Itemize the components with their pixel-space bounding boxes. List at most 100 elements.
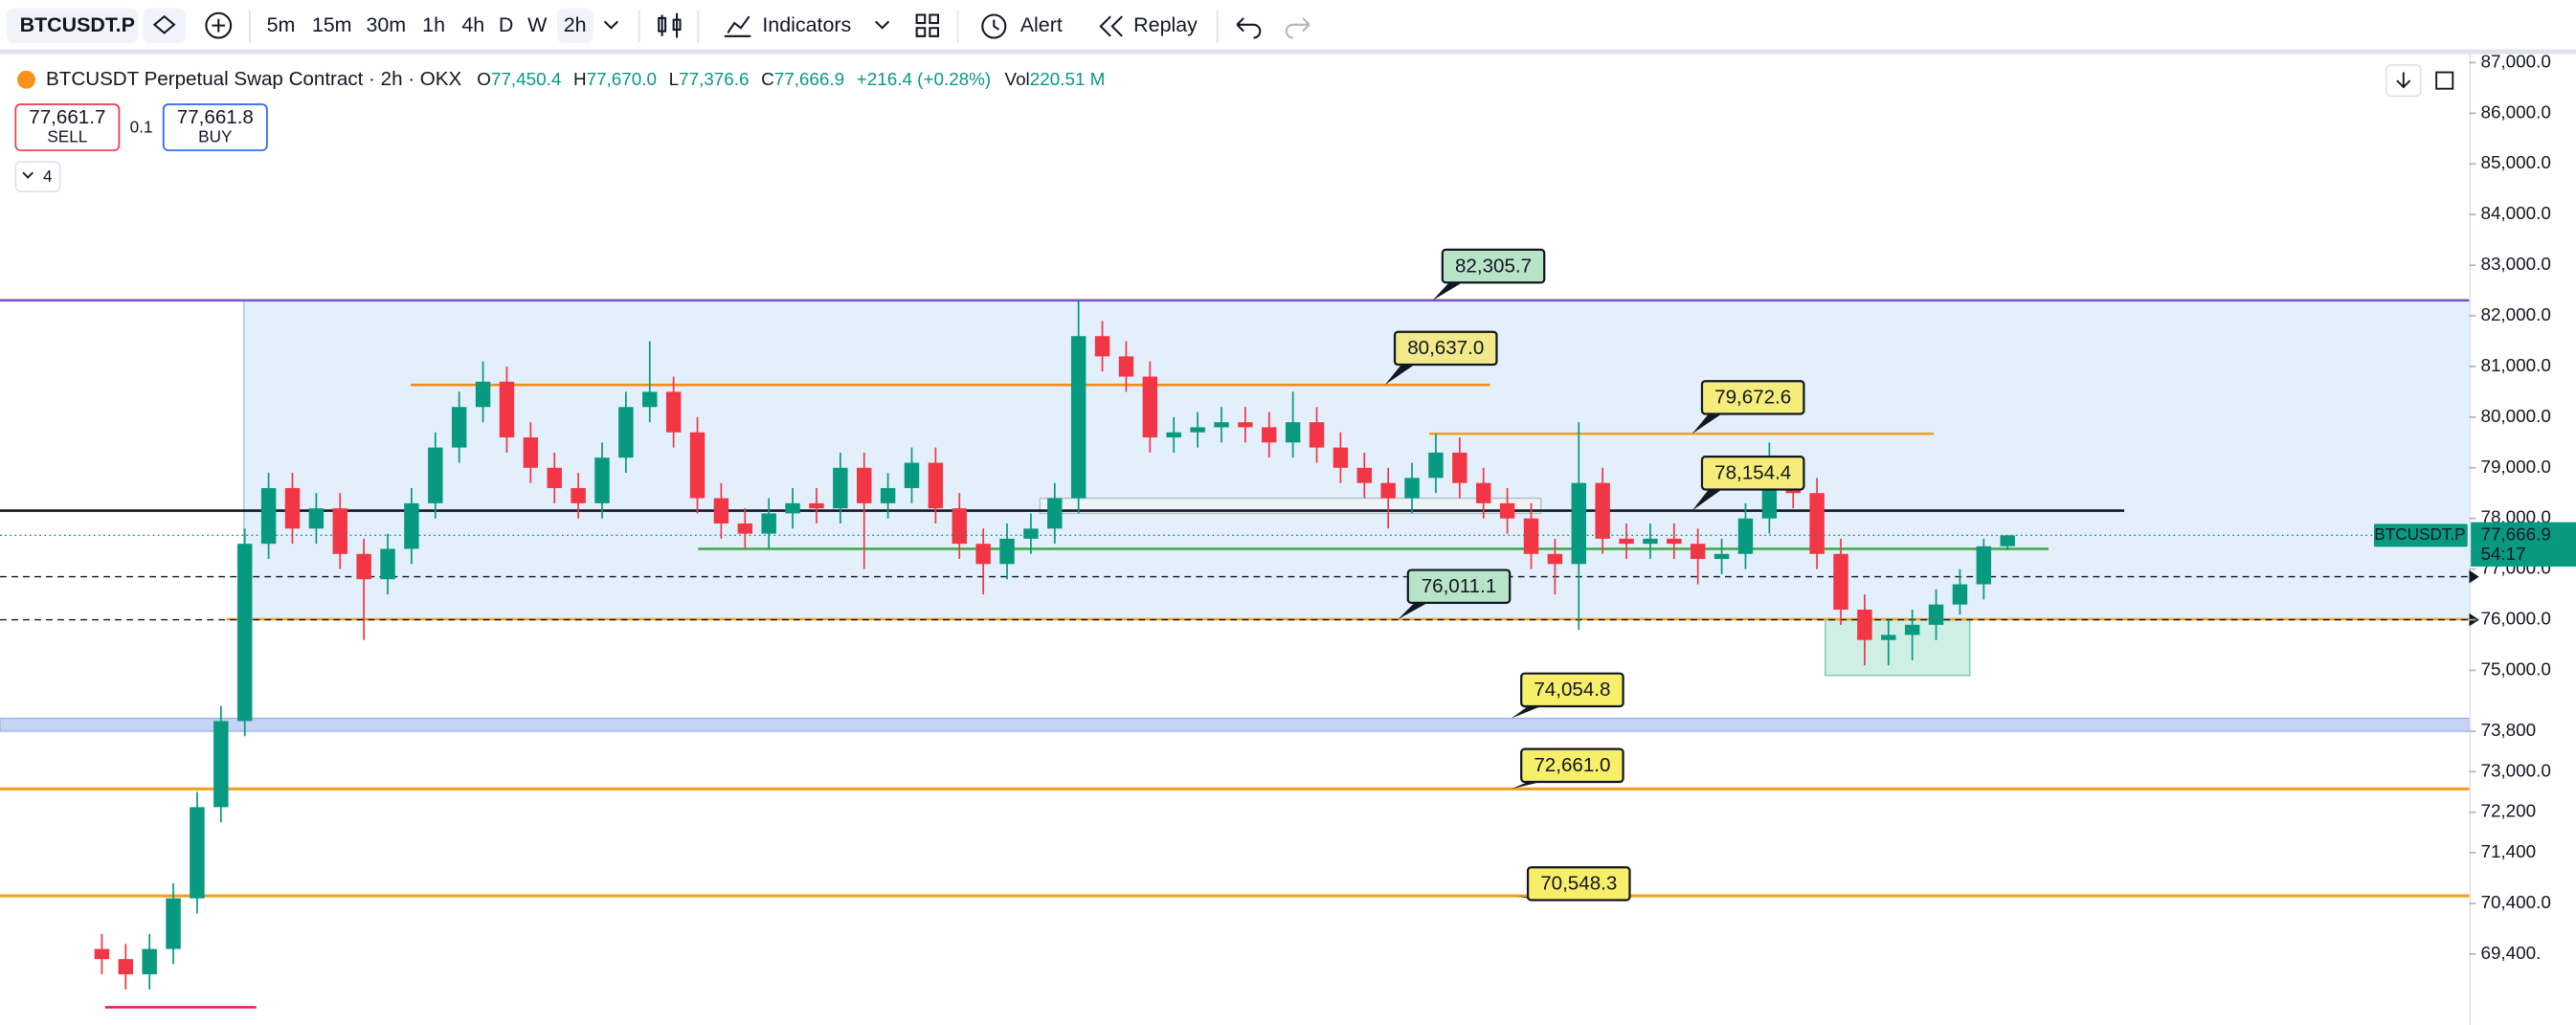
candle-body [2000, 535, 2015, 546]
interval-active-bg [556, 8, 594, 43]
symbol-icon-button[interactable] [143, 8, 186, 43]
ohlc-value: 77,666.9 [774, 69, 844, 89]
y-tick-label: 71,400 [2480, 841, 2536, 861]
candle-body [475, 381, 491, 408]
candle-body [1047, 498, 1063, 529]
zone [242, 300, 2470, 620]
candle-body [190, 807, 205, 899]
add-symbol-button[interactable] [205, 11, 233, 39]
candle-body [308, 508, 325, 529]
candle-body [618, 407, 634, 458]
sell-label[interactable]: SELL [47, 127, 87, 146]
y-tick-label: 75,000.0 [2480, 658, 2550, 679]
indicators-button[interactable]: Indicators [762, 13, 851, 36]
candle-body [332, 508, 347, 554]
y-tick-label: 80,000.0 [2480, 406, 2550, 426]
alert-button[interactable]: Alert [1020, 13, 1063, 36]
callout-box [1700, 456, 1805, 491]
candle-body [1881, 635, 1896, 640]
candle-body [1238, 422, 1253, 428]
sell-price[interactable]: 77,661.7 [29, 106, 105, 128]
candle-body [1619, 538, 1634, 545]
indicator-toggle[interactable] [14, 161, 61, 192]
buy-label[interactable]: BUY [198, 127, 233, 146]
interval-button[interactable]: 15m [312, 13, 352, 36]
price-axis: 87,000.0 86,000.0 85,000.0 84,000.0 83,000.0… [2373, 51, 2576, 1025]
candle-body [1262, 427, 1277, 443]
candle-body [142, 948, 157, 975]
interval-button[interactable]: W [527, 13, 548, 36]
last-price-label: 77,666.9 [2480, 524, 2550, 544]
candle-body [689, 432, 706, 499]
indicators-dropdown[interactable] [875, 20, 890, 30]
candle-body [1499, 502, 1515, 519]
interval-button[interactable]: 1h [422, 13, 445, 36]
symbol-search[interactable] [6, 8, 139, 43]
interval-button[interactable]: 30m [366, 13, 406, 36]
interval-button[interactable]: 5m [267, 13, 296, 36]
quantity[interactable]: 0.1 [130, 117, 153, 136]
candle-body [809, 502, 824, 509]
candle-body [1857, 609, 1872, 640]
candle-body [1214, 422, 1229, 428]
candle-body [1714, 553, 1730, 560]
candle-body [1118, 356, 1134, 377]
layouts-button[interactable] [915, 13, 939, 37]
candle-body [213, 721, 229, 808]
replay-button[interactable]: Replay [1133, 13, 1198, 36]
legend: BTCUSDT Perpetual Swap Contract · 2h · O… [14, 63, 2454, 192]
y-tick-label: 82,000.0 [2480, 304, 2550, 324]
y-tick-label: 73,000.0 [2480, 760, 2550, 780]
candle-body [404, 502, 419, 549]
volume: 220.51 M [1030, 69, 1106, 89]
callout-label: 70,548.3 [1540, 873, 1617, 895]
interval-button[interactable]: D [499, 13, 513, 36]
candle-body [1333, 447, 1349, 468]
candle-body [1452, 452, 1467, 483]
candle-body [1667, 538, 1682, 545]
coin-icon [17, 70, 35, 89]
y-tick-label: 87,000.0 [2480, 51, 2550, 71]
interval-dropdown[interactable] [603, 20, 619, 30]
plus-icon [212, 18, 226, 33]
candle-body [1356, 467, 1373, 483]
candle-body [451, 407, 467, 448]
zone [1825, 618, 1971, 677]
callout-pointer [1398, 602, 1428, 619]
y-tick-label: 83,000.0 [2480, 254, 2550, 274]
indicator-count[interactable]: 4 [43, 167, 53, 186]
callout-label: 82,305.7 [1455, 255, 1532, 277]
indicators-icon [724, 15, 751, 37]
chart-type-button[interactable] [658, 12, 682, 38]
candle-body [642, 391, 658, 408]
candle-body [952, 508, 967, 545]
undo-button[interactable] [1236, 17, 1262, 39]
zone [0, 717, 2470, 732]
symbol[interactable]: BTCUSDT.P [20, 13, 135, 36]
alert-icon-hand [993, 19, 1000, 31]
interval-button[interactable]: 2h [564, 13, 587, 36]
callout-box [1441, 248, 1546, 284]
buy-button[interactable] [162, 103, 268, 151]
candle-body [904, 462, 920, 488]
candle-body [975, 544, 991, 565]
interval-button[interactable]: 4h [461, 13, 484, 36]
candle-body [1690, 544, 1706, 560]
last-price-symbol-bg [2373, 524, 2468, 547]
callout-box [1520, 747, 1624, 784]
candle-body [594, 457, 610, 503]
redo-button[interactable] [1285, 17, 1310, 39]
candle-body [1142, 376, 1158, 438]
candle-body [1285, 422, 1301, 443]
candle-body [1190, 427, 1205, 433]
candle-body [833, 467, 848, 509]
callout-label: 79,672.6 [1714, 387, 1791, 409]
buy-price[interactable]: 77,661.8 [177, 106, 254, 128]
legend-line: BTCUSDT Perpetual Swap Contract · 2h · O… [46, 69, 1105, 91]
candle-body [713, 498, 729, 524]
y-tick-label: 86,000.0 [2480, 101, 2550, 122]
maximize-button[interactable] [2435, 71, 2454, 90]
sell-button[interactable] [14, 103, 121, 151]
